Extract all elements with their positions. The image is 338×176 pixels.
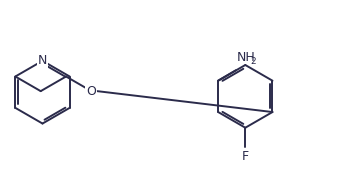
Text: N: N bbox=[38, 54, 47, 67]
Text: F: F bbox=[242, 150, 249, 163]
Text: NH: NH bbox=[237, 51, 256, 64]
Text: O: O bbox=[87, 85, 96, 98]
Text: 2: 2 bbox=[250, 57, 256, 66]
